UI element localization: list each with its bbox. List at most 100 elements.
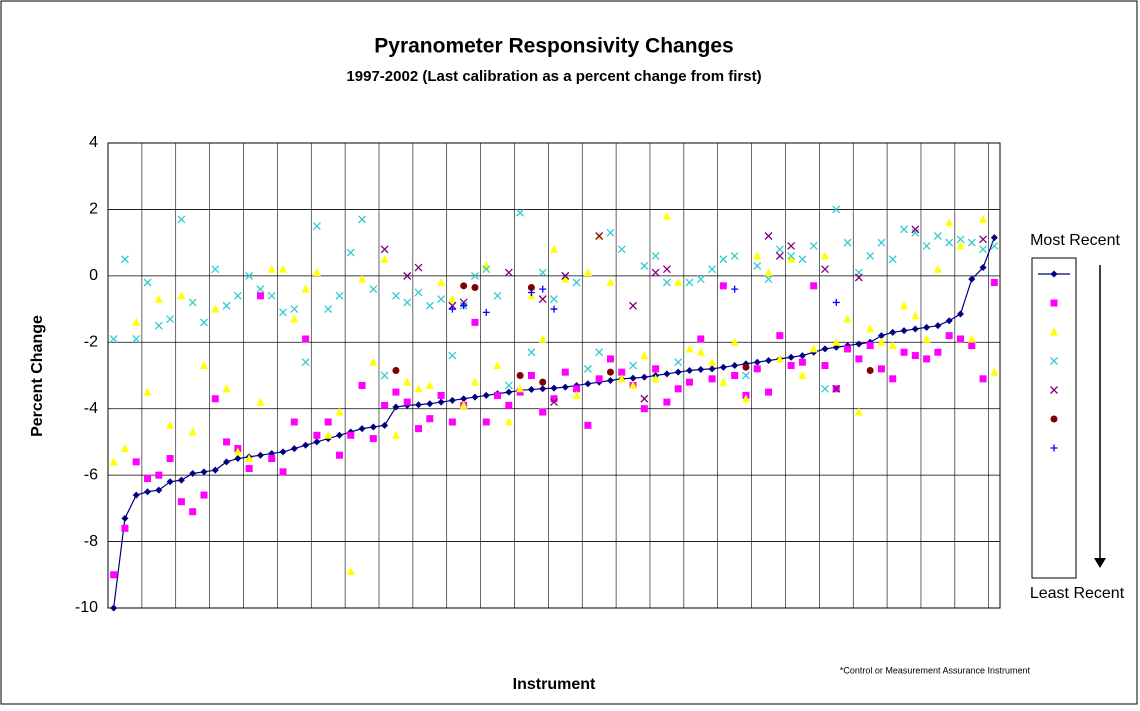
point	[414, 263, 423, 272]
point	[504, 268, 513, 277]
point	[550, 398, 558, 407]
y-tick-label: -2	[84, 334, 98, 351]
point	[200, 318, 208, 327]
point	[177, 476, 185, 484]
point	[606, 368, 614, 376]
point	[301, 358, 310, 367]
point	[730, 251, 739, 260]
point	[425, 380, 434, 389]
point	[606, 355, 614, 363]
point	[889, 328, 897, 336]
point	[697, 366, 705, 374]
point	[1050, 444, 1058, 452]
point	[855, 340, 863, 348]
point	[979, 245, 988, 254]
point	[381, 421, 389, 429]
point	[922, 334, 931, 343]
point	[787, 362, 795, 370]
point	[787, 353, 795, 361]
point	[482, 308, 490, 316]
point	[256, 292, 264, 300]
point	[448, 294, 457, 303]
point	[742, 363, 750, 371]
point	[177, 498, 185, 506]
point	[606, 278, 615, 286]
point	[888, 255, 897, 264]
point	[448, 396, 456, 404]
point	[753, 251, 762, 260]
y-tick-label: -4	[84, 400, 98, 417]
point	[866, 251, 875, 260]
point	[900, 348, 908, 356]
point	[335, 291, 344, 300]
point	[154, 321, 163, 330]
point	[471, 318, 479, 326]
point	[346, 566, 355, 575]
point	[775, 245, 784, 254]
point	[945, 317, 953, 325]
point	[527, 385, 535, 393]
point	[922, 242, 931, 250]
point	[504, 417, 513, 426]
point	[844, 345, 852, 353]
point	[956, 241, 965, 250]
point	[121, 524, 129, 532]
point	[719, 363, 727, 371]
point	[843, 314, 852, 323]
point	[561, 271, 570, 280]
point	[144, 488, 152, 496]
point	[223, 458, 231, 466]
point	[741, 394, 750, 403]
point	[211, 304, 220, 313]
point	[753, 261, 762, 270]
point	[911, 311, 920, 320]
point	[245, 271, 254, 280]
point	[821, 265, 829, 274]
point	[470, 377, 479, 386]
point	[651, 374, 660, 383]
point	[832, 337, 841, 346]
point	[471, 283, 479, 291]
point	[617, 374, 626, 383]
point	[697, 335, 705, 343]
point	[267, 291, 276, 300]
point	[979, 214, 988, 223]
point	[595, 375, 603, 383]
point	[200, 491, 208, 499]
point	[832, 384, 841, 393]
point	[392, 388, 400, 396]
point	[967, 238, 976, 247]
point	[798, 371, 807, 379]
point	[787, 242, 796, 250]
y-tick-label: 2	[89, 201, 98, 218]
point	[245, 454, 254, 463]
point	[109, 335, 118, 343]
point	[629, 380, 638, 389]
point	[764, 268, 773, 277]
legend-top-label: Most Recent	[1030, 232, 1120, 249]
point	[482, 418, 490, 426]
point	[877, 365, 885, 373]
point	[1050, 415, 1058, 423]
point	[889, 375, 897, 383]
point	[369, 285, 378, 294]
point	[674, 278, 683, 286]
point	[482, 265, 491, 274]
point	[573, 385, 581, 393]
point	[391, 430, 400, 439]
point	[775, 251, 784, 260]
point	[493, 361, 502, 370]
point	[132, 335, 141, 343]
point	[618, 368, 626, 376]
point	[302, 441, 310, 449]
point	[923, 323, 931, 331]
point	[527, 288, 535, 296]
point	[968, 275, 976, 283]
point	[990, 234, 998, 242]
point	[335, 407, 344, 416]
point	[696, 347, 705, 356]
point	[279, 264, 288, 273]
point	[414, 384, 423, 393]
